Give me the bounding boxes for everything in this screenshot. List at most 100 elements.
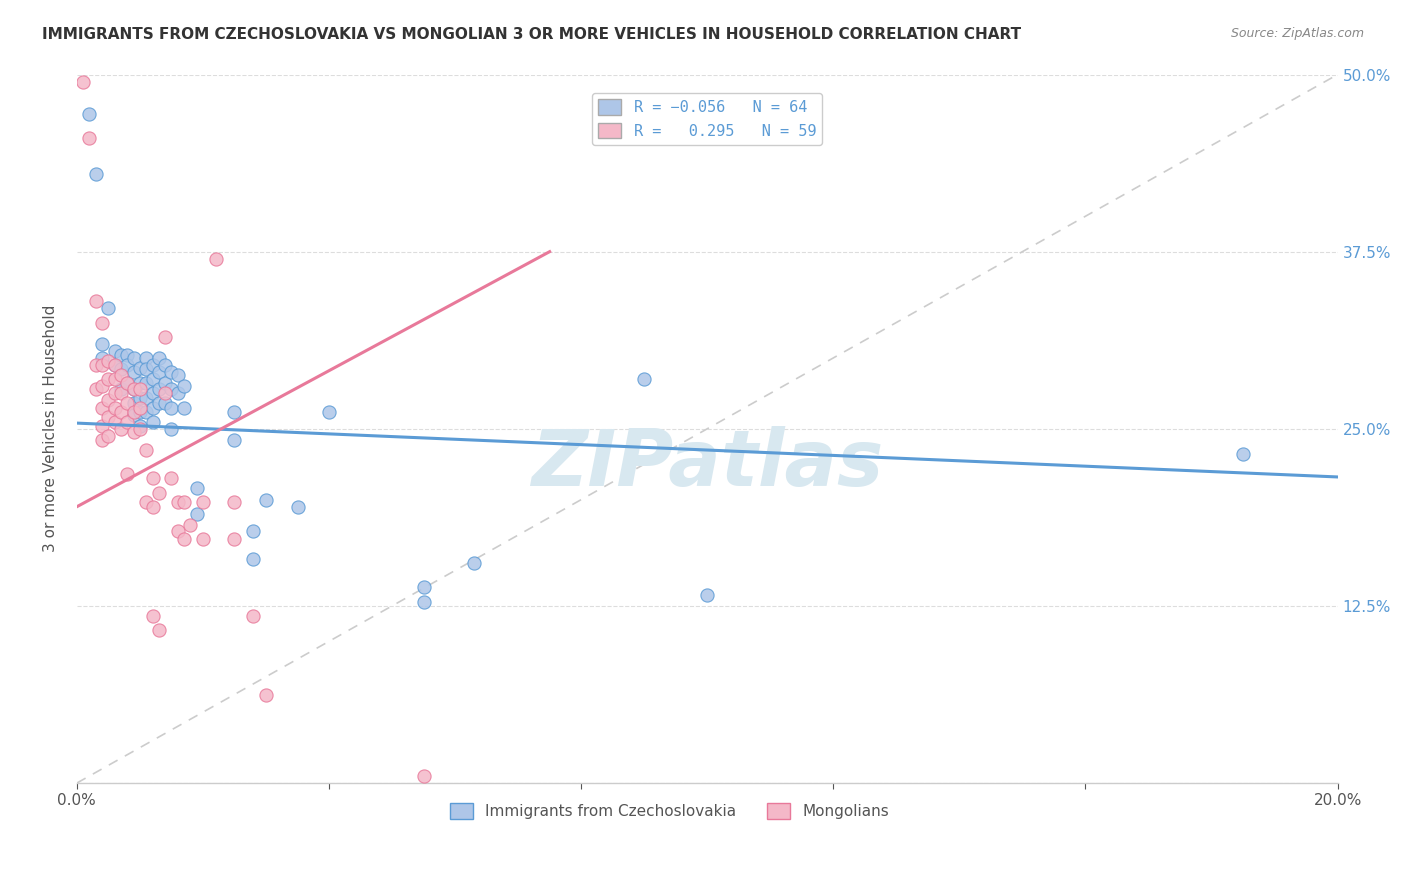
Point — [91, 351, 114, 365]
Point — [129, 391, 152, 405]
Point — [129, 376, 152, 391]
Text: IMMIGRANTS FROM CZECHOSLOVAKIA VS MONGOLIAN 3 OR MORE VEHICLES IN HOUSEHOLD CORR: IMMIGRANTS FROM CZECHOSLOVAKIA VS MONGOL… — [42, 27, 1021, 42]
Point — [91, 358, 114, 372]
Point — [166, 524, 188, 538]
Point — [160, 382, 183, 396]
Point — [91, 336, 114, 351]
Point — [104, 386, 127, 401]
Point — [186, 507, 208, 521]
Point — [122, 425, 145, 439]
Point — [254, 492, 277, 507]
Point — [412, 595, 434, 609]
Point — [148, 351, 170, 365]
Point — [160, 401, 183, 415]
Point — [129, 360, 152, 375]
Point — [122, 405, 145, 419]
Point — [104, 415, 127, 429]
Point — [122, 396, 145, 410]
Point — [148, 396, 170, 410]
Point — [242, 524, 264, 538]
Point — [84, 358, 107, 372]
Point — [141, 471, 163, 485]
Point — [166, 386, 188, 401]
Point — [110, 362, 132, 376]
Point — [153, 329, 176, 343]
Point — [148, 365, 170, 379]
Point — [91, 419, 114, 434]
Point — [122, 382, 145, 396]
Point — [129, 401, 152, 415]
Y-axis label: 3 or more Vehicles in Household: 3 or more Vehicles in Household — [44, 305, 58, 552]
Point — [224, 533, 246, 547]
Point — [135, 362, 157, 376]
Point — [104, 358, 127, 372]
Point — [97, 393, 120, 408]
Point — [696, 588, 718, 602]
Point — [166, 495, 188, 509]
Point — [141, 500, 163, 514]
Point — [463, 557, 485, 571]
Point — [122, 408, 145, 422]
Point — [135, 443, 157, 458]
Point — [160, 422, 183, 436]
Point — [91, 433, 114, 447]
Point — [97, 301, 120, 316]
Point — [186, 481, 208, 495]
Point — [153, 386, 176, 401]
Point — [148, 485, 170, 500]
Point — [173, 533, 195, 547]
Point — [160, 471, 183, 485]
Text: Source: ZipAtlas.com: Source: ZipAtlas.com — [1230, 27, 1364, 40]
Point — [135, 405, 157, 419]
Point — [104, 372, 127, 386]
Point — [224, 405, 246, 419]
Point — [633, 372, 655, 386]
Point — [117, 376, 139, 391]
Point — [91, 316, 114, 330]
Point — [110, 348, 132, 362]
Point — [72, 74, 94, 88]
Point — [141, 386, 163, 401]
Point — [117, 348, 139, 362]
Point — [91, 379, 114, 393]
Point — [79, 107, 101, 121]
Point — [173, 379, 195, 393]
Point — [153, 396, 176, 410]
Point — [84, 167, 107, 181]
Point — [135, 495, 157, 509]
Point — [129, 382, 152, 396]
Point — [104, 343, 127, 358]
Point — [141, 358, 163, 372]
Point — [79, 131, 101, 145]
Point — [141, 415, 163, 429]
Point — [110, 422, 132, 436]
Point — [110, 368, 132, 382]
Point — [117, 376, 139, 391]
Point — [110, 382, 132, 396]
Point — [153, 358, 176, 372]
Point — [254, 688, 277, 702]
Point — [135, 351, 157, 365]
Point — [135, 376, 157, 391]
Point — [97, 429, 120, 443]
Point — [412, 769, 434, 783]
Point — [110, 386, 132, 401]
Point — [117, 467, 139, 482]
Point — [129, 405, 152, 419]
Point — [122, 351, 145, 365]
Point — [173, 401, 195, 415]
Point — [242, 552, 264, 566]
Point — [122, 382, 145, 396]
Point — [117, 415, 139, 429]
Point — [141, 401, 163, 415]
Point — [166, 368, 188, 382]
Point — [84, 294, 107, 309]
Point — [204, 252, 226, 266]
Point — [153, 376, 176, 391]
Text: ZIPatlas: ZIPatlas — [531, 426, 883, 502]
Point — [148, 623, 170, 637]
Point — [141, 372, 163, 386]
Point — [104, 358, 127, 372]
Point — [117, 396, 139, 410]
Point — [160, 365, 183, 379]
